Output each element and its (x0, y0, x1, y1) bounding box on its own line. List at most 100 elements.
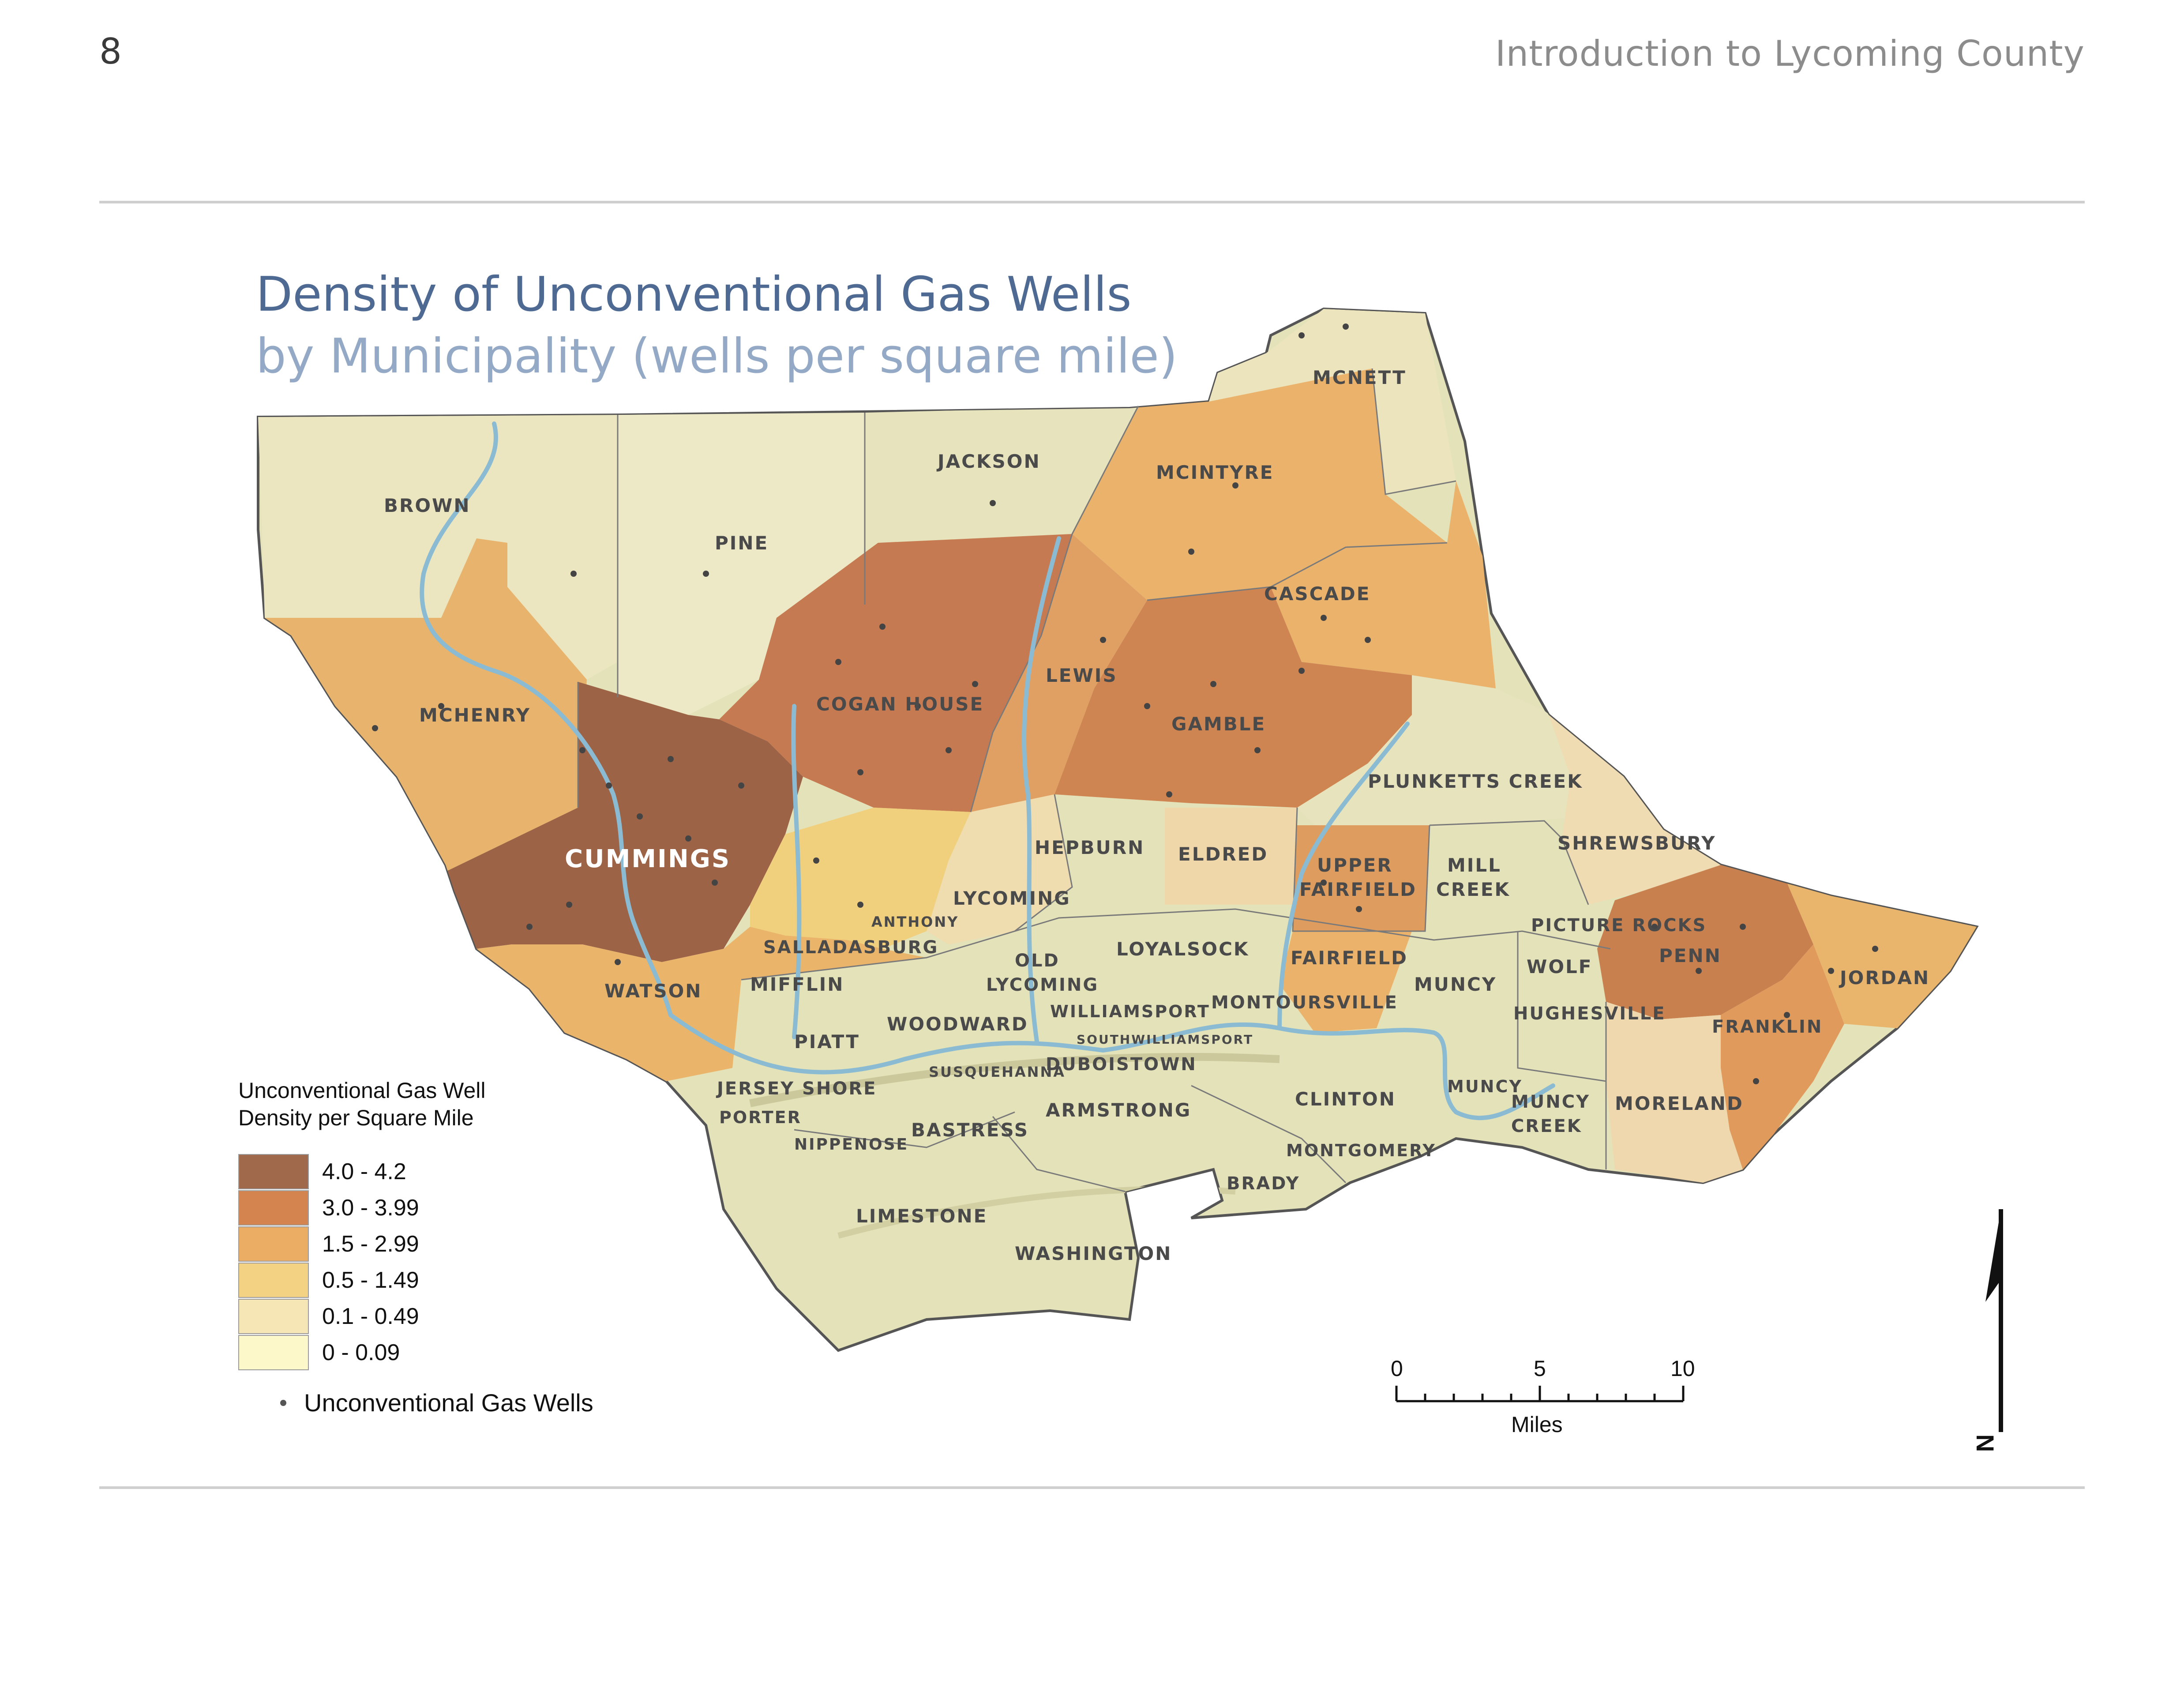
gas-well (1753, 1078, 1759, 1084)
border-line (1517, 931, 1606, 1082)
label-brown: BROWN (384, 495, 471, 516)
label-lycoming: LYCOMING (953, 887, 1071, 909)
region-plunketts-creek (1297, 675, 1624, 834)
border-line (992, 1116, 1126, 1192)
scale-label-0: 0 (1391, 1356, 1403, 1381)
label-hughesville: HUGHESVILLE (1513, 1004, 1666, 1024)
label-susquehanna: SUSQUEHANNA (929, 1064, 1066, 1080)
border-line (741, 908, 1611, 981)
gas-well (703, 571, 709, 577)
border-line (1371, 368, 1456, 495)
label-limestone: LIMESTONE (856, 1205, 987, 1227)
legend-swatch (238, 1263, 309, 1298)
label-penn: PENN (1659, 945, 1722, 966)
region-brown (258, 415, 618, 680)
label-clinton: CLINTON (1295, 1088, 1396, 1110)
region-franklin (1721, 944, 1844, 1169)
label-cascade: CASCADE (1264, 583, 1370, 605)
label-franklin: FRANKLIN (1712, 1017, 1823, 1037)
well-dot-icon (280, 1399, 286, 1406)
legend-wells-label: Unconventional Gas Wells (304, 1389, 593, 1417)
region-mcintyre (1072, 368, 1447, 600)
label-wolf: WOLF (1527, 956, 1592, 977)
label-mill-creek: CREEK (1436, 879, 1510, 900)
legend-label: 0.5 - 1.49 (322, 1267, 419, 1293)
legend-label: 4.0 - 4.2 (322, 1159, 406, 1184)
gas-well (879, 624, 886, 630)
gas-well (990, 500, 996, 506)
label-eldred: ELDRED (1178, 843, 1268, 865)
region-gamble (1054, 587, 1412, 808)
label-gamble: GAMBLE (1171, 713, 1266, 735)
gas-well (526, 924, 533, 930)
map-subtitle: by Municipality (wells per square mile) (256, 329, 1178, 384)
label-mill-creek: MILL (1447, 854, 1501, 876)
border-line (1191, 1085, 1347, 1184)
border-line (970, 406, 1139, 812)
gas-well (972, 681, 978, 687)
scale-bar (1395, 1386, 1685, 1402)
legend-label: 3.0 - 3.99 (322, 1195, 419, 1221)
gas-well (1651, 924, 1658, 930)
label-upper-fairfield: UPPER (1317, 854, 1393, 876)
region-watson-mifflin (477, 927, 927, 1081)
label-fairfield: FAIRFIELD (1291, 947, 1408, 969)
region-moreland (1606, 1002, 1743, 1183)
gas-well (438, 703, 444, 709)
label-hepburn: HEPBURN (1035, 837, 1145, 858)
gas-well (1298, 668, 1305, 674)
gas-well (1356, 906, 1362, 912)
region-jordan (1787, 883, 1977, 1028)
region-penn (1597, 865, 1813, 1019)
gas-well (372, 725, 378, 731)
scale-unit-label: Miles (1511, 1412, 1563, 1437)
legend-swatch (238, 1299, 309, 1334)
region-cogan-house (719, 534, 1072, 812)
border-line (1429, 820, 1589, 905)
label-porter: PORTER (719, 1108, 802, 1127)
bottom-divider (99, 1486, 2085, 1489)
region-cascade (1271, 481, 1496, 688)
label-muncy-creek: MUNCY (1511, 1092, 1590, 1112)
river-loyalsock-creek (1277, 722, 1410, 1030)
gas-well (1232, 482, 1238, 489)
gas-well (566, 902, 572, 908)
legend-label: 0.1 - 0.49 (322, 1304, 419, 1329)
label-williamsport: WILLIAMSPORT (1050, 1002, 1210, 1021)
region-shrewsbury (1549, 715, 1721, 905)
label-jordan: JORDAN (1839, 967, 1930, 989)
gas-well (1784, 1012, 1790, 1018)
label-nippenose: NIPPENOSE (794, 1135, 908, 1154)
gas-well (1144, 703, 1150, 709)
gas-well (637, 813, 643, 820)
north-letter: N (1971, 1434, 1999, 1452)
label-lewis: LEWIS (1046, 665, 1118, 686)
gas-well (1321, 880, 1327, 886)
gas-well (668, 756, 674, 762)
region-mchenry (265, 538, 587, 874)
map-title: Density of Unconventional Gas Wells (256, 267, 1132, 322)
label-plunketts-creek: PLUNKETTS CREEK (1368, 771, 1583, 792)
label-south-williamsport: SOUTHWILLIAMSPORT (1077, 1032, 1253, 1047)
legend-item: 0 - 0.09 (238, 1335, 593, 1371)
legend-swatch (238, 1226, 309, 1262)
region-lycoming (927, 794, 1072, 944)
legend-classes: 4.0 - 4.2 3.0 - 3.99 1.5 - 2.99 0.5 - 1.49 0… (238, 1154, 593, 1371)
border-line (1292, 807, 1430, 932)
gas-well (1872, 946, 1878, 952)
scale-label-5: 5 (1534, 1356, 1546, 1381)
region-pine (618, 413, 865, 715)
gas-well (835, 659, 841, 665)
gas-well (1321, 615, 1327, 621)
gas-well (1298, 332, 1305, 338)
legend-swatch (238, 1335, 309, 1370)
gas-well (1740, 924, 1746, 930)
legend-title-line1: Unconventional Gas Well (238, 1078, 486, 1103)
gas-well (1100, 637, 1106, 643)
river-lycoming-creek (1021, 536, 1061, 1044)
border-line (794, 1111, 1015, 1148)
label-loyalsock: LOYALSOCK (1116, 938, 1249, 960)
gas-well (738, 782, 744, 789)
river-pine-creek (420, 421, 673, 1017)
